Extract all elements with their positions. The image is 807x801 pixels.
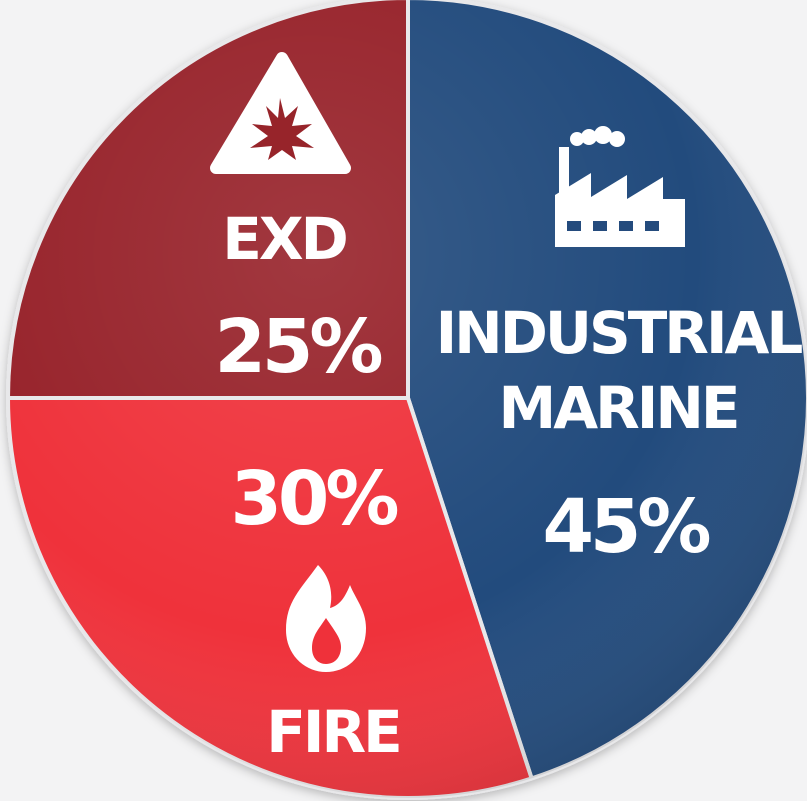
fire-percent: 30% — [230, 456, 397, 542]
slice-label-industrial: INDUSTRIAL MARINE 45% — [436, 126, 805, 570]
industrial-percent: 45% — [542, 484, 709, 570]
factory-icon — [555, 126, 685, 247]
industrial-label-line-1: INDUSTRIAL — [436, 299, 803, 367]
explosion-warning-icon — [210, 52, 351, 174]
flame-icon — [286, 565, 366, 672]
exd-percent: 25% — [214, 304, 381, 390]
slice-label-exd: EXD 25% — [210, 52, 385, 390]
industrial-label-line-2: MARINE — [498, 374, 737, 442]
slice-label-fire: 30% FIRE — [230, 456, 402, 766]
fire-label: FIRE — [266, 698, 399, 766]
exd-label: EXD — [222, 205, 346, 273]
